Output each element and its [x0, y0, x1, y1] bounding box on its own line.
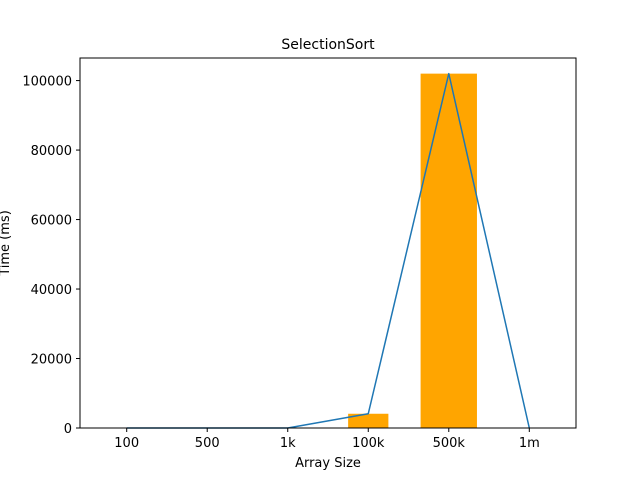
y-tick-label: 60000 [31, 214, 72, 229]
y-tick-label: 0 [64, 422, 72, 437]
x-tick-label: 100 [114, 436, 139, 451]
bar-100k [348, 413, 389, 428]
y-tick-label: 40000 [31, 283, 72, 298]
x-tick-label: 500 [195, 436, 220, 451]
y-axis-ticks: 0 20000 40000 60000 80000 100000 [22, 75, 80, 437]
y-tick-label: 80000 [31, 144, 72, 159]
y-axis-label: Time (ms) [0, 210, 13, 277]
x-tick-label: 1m [519, 436, 540, 451]
y-tick-label: 20000 [31, 353, 72, 368]
x-tick-label: 100k [352, 436, 385, 451]
bars-layer [348, 73, 477, 429]
plot-frame [79, 57, 577, 429]
x-tick-label: 500k [433, 436, 466, 451]
bar-500k [420, 73, 477, 429]
x-tick-label: 1k [280, 436, 296, 451]
x-axis-label: Array Size [295, 456, 361, 471]
x-axis-ticks: 100 500 1k 100k 500k 1m [114, 428, 540, 451]
y-tick-label: 100000 [22, 75, 72, 90]
chart-title: SelectionSort [281, 37, 375, 53]
